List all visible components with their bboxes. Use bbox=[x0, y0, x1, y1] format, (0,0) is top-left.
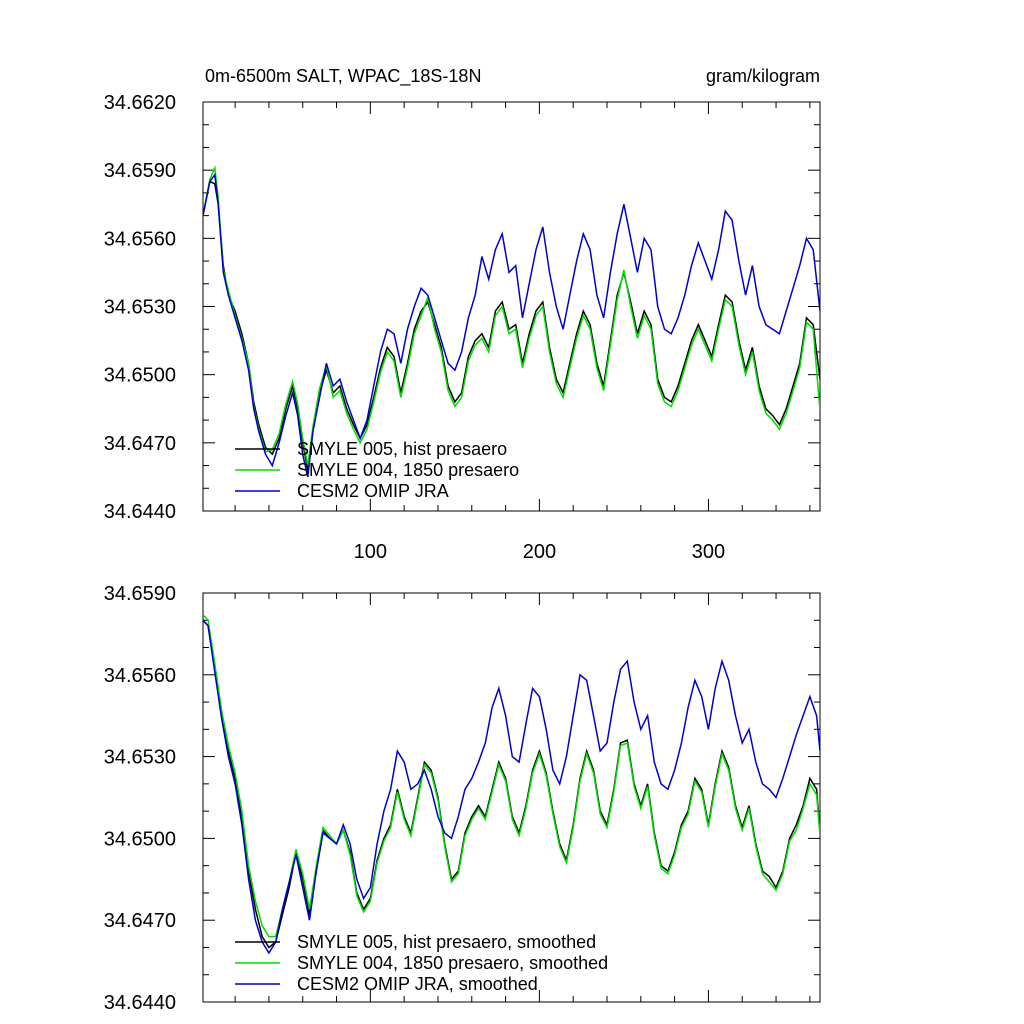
top-y-tick-label: 34.6470 bbox=[104, 433, 176, 455]
top-x-tick-label: 300 bbox=[692, 541, 725, 563]
bottom-y-tick-label: 34.6500 bbox=[104, 828, 176, 850]
top-legend-label: SMYLE 004, 1850 presaero bbox=[297, 460, 519, 480]
top-x-tick-label: 100 bbox=[354, 541, 387, 563]
top-panel: 0m-6500m SALT, WPAC_18S-18N gram/kilogra… bbox=[104, 66, 821, 563]
bottom-series-line-1 bbox=[203, 614, 820, 938]
bottom-y-tick-label: 34.6560 bbox=[104, 665, 176, 687]
bottom-series-line-2 bbox=[203, 619, 820, 955]
bottom-legend-label: SMYLE 004, 1850 presaero, smoothed bbox=[297, 953, 608, 973]
top-series-line-1 bbox=[203, 165, 820, 466]
top-y-tick-label: 34.6530 bbox=[104, 297, 176, 319]
top-panel-units: gram/kilogram bbox=[706, 66, 820, 86]
bottom-legend-label: SMYLE 005, hist presaero, smoothed bbox=[297, 932, 596, 952]
top-legend-label: CESM2 OMIP JRA bbox=[297, 481, 449, 501]
bottom-series-line-0 bbox=[203, 619, 820, 949]
bottom-y-tick-label: 34.6440 bbox=[104, 992, 176, 1014]
top-panel-title: 0m-6500m SALT, WPAC_18S-18N bbox=[205, 66, 481, 87]
bottom-plot-frame bbox=[202, 592, 821, 1003]
top-legend-label: SMYLE 005, hist presaero bbox=[297, 439, 507, 459]
top-y-tick-label: 34.6560 bbox=[104, 228, 176, 250]
top-y-tick-label: 34.6590 bbox=[104, 160, 176, 182]
bottom-panel: 34.6440 34.6470 34.6500 34.6530 34.6560 34.65… bbox=[104, 583, 821, 1014]
bottom-legend-label: CESM2 OMIP JRA, smoothed bbox=[297, 974, 538, 994]
bottom-y-tick-label: 34.6470 bbox=[104, 910, 176, 932]
top-plot-frame bbox=[202, 101, 821, 512]
top-y-tick-label: 34.6500 bbox=[104, 365, 176, 387]
top-x-tick-label: 200 bbox=[523, 541, 556, 563]
top-series-line-0 bbox=[203, 180, 820, 471]
top-y-tick-label: 34.6440 bbox=[104, 501, 176, 523]
top-y-tick-label: 34.6620 bbox=[104, 92, 176, 114]
bottom-y-tick-label: 34.6530 bbox=[104, 747, 176, 769]
top-series-line-2 bbox=[203, 172, 820, 478]
bottom-y-tick-label: 34.6590 bbox=[104, 583, 176, 605]
